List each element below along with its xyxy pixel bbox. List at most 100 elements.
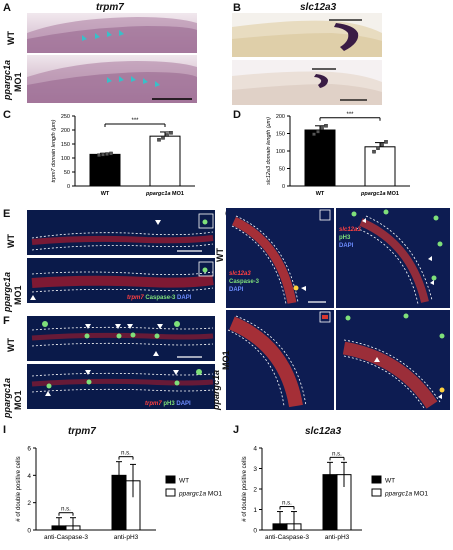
- x-tick-label-suffix: MO1: [172, 191, 184, 197]
- panel-e-wt-image: [27, 210, 215, 255]
- y-tick-label: 50: [64, 170, 70, 176]
- wt-embryo-trpm7: [27, 17, 197, 53]
- panel-label-b: B: [233, 2, 241, 14]
- y-tick-label: 50: [279, 167, 285, 173]
- y-tick-label: 2: [253, 487, 257, 494]
- data-point: [312, 132, 316, 136]
- e-wt-tubule: [31, 213, 214, 252]
- h-legend-stain1: slc12a3: [339, 227, 361, 233]
- panel-e-mo-label-1: ppargc1a: [2, 271, 12, 312]
- g-legend-stain3: DAPI: [229, 287, 244, 293]
- x-group-label: anti-pH3: [325, 534, 350, 541]
- wt-embryo-slc12a3: [232, 19, 382, 57]
- h-legend-stain2: pH3: [339, 235, 351, 241]
- panel-label-j: J: [233, 424, 240, 436]
- g-legend-stain2: Caspase-3: [229, 279, 260, 285]
- panel-a-title: trpm7: [96, 2, 124, 13]
- panel-j-title: slc12a3: [305, 426, 342, 437]
- y-axis-label: # of double positive cells: [242, 456, 248, 521]
- x-tick-label: WT: [316, 191, 325, 197]
- panel-label-d: D: [233, 109, 241, 121]
- bar: [304, 129, 336, 187]
- h-wt-tubule: [351, 209, 443, 305]
- f-legend-stain3: DAPI: [176, 401, 191, 407]
- significance-label: n.s.: [61, 507, 71, 513]
- panel-f-wt-label: WT: [6, 338, 16, 352]
- y-tick-label: 200: [61, 128, 70, 134]
- panel-b-wt-image: [232, 13, 382, 57]
- panel-f-wt-image: [27, 316, 215, 361]
- data-point: [105, 152, 109, 156]
- y-tick-label: 0: [67, 184, 70, 190]
- data-point: [165, 133, 169, 137]
- f-mo-tubule: [31, 369, 214, 396]
- data-point: [157, 138, 161, 142]
- y-tick-label: 4: [27, 473, 31, 480]
- mo-embryo-slc12a3: [232, 68, 382, 105]
- f-legend: trpm7 pH3 DAPI: [145, 401, 191, 407]
- y-tick-label: 100: [276, 149, 285, 155]
- data-point: [320, 126, 324, 130]
- y-tick-label: 0: [27, 528, 31, 535]
- significance-label: n.s.: [332, 451, 342, 457]
- panel-h-wt-image: slc12a3 pH3 DAPI: [336, 208, 450, 308]
- g-mo-tubule: [227, 311, 331, 408]
- legend-label: ppargc1a MO1: [178, 491, 222, 498]
- f-legend-stain2: pH3: [163, 401, 175, 407]
- f-wt-tubule: [31, 321, 214, 358]
- g-wt-tubule: [231, 209, 331, 305]
- data-point: [324, 124, 328, 128]
- legend-label: WT: [385, 478, 395, 485]
- x-tick-label: ppargc1a MO1: [145, 191, 184, 197]
- chart-c: 0 50 100 150 200 250 trpm7 domain length (μm) W…: [51, 114, 195, 197]
- panel-label-i: I: [3, 424, 7, 436]
- e-legend-stain1: trpm7: [127, 295, 144, 301]
- data-point: [380, 142, 384, 147]
- panel-a-mo-label-1: ppargc1a: [2, 59, 12, 100]
- y-tick-label: 150: [276, 132, 285, 138]
- significance-label: n.s.: [121, 451, 131, 457]
- x-tick-label-gene: ppargc1a: [360, 191, 387, 197]
- significance-label: ***: [346, 112, 354, 118]
- bar: [89, 153, 121, 187]
- y-axis-label: trpm7 domain length (μm): [51, 119, 57, 182]
- legend-swatch: [165, 475, 176, 484]
- legend-label-gene: ppargc1a: [178, 491, 208, 498]
- chart-i: 0 2 4 6 # of double positive cells n.s. anti-C…: [16, 446, 222, 542]
- legend-swatch: [371, 488, 382, 497]
- bar: [149, 135, 181, 187]
- bar: [364, 146, 396, 187]
- y-tick-label: 3: [253, 466, 257, 473]
- g-legend: slc12a3 Caspase-3 DAPI: [229, 270, 259, 294]
- legend-label-suffix: MO1: [208, 491, 222, 498]
- x-tick-label-suffix: MO1: [387, 191, 399, 197]
- e-legend-stain3: DAPI: [177, 295, 192, 301]
- significance-label: ***: [131, 118, 139, 124]
- x-tick-label: WT: [101, 191, 110, 197]
- x-group-label: anti-Caspase-3: [265, 534, 309, 541]
- chart-j: 0 1 2 3 4 # of double positive cells n.s. anti-…: [242, 446, 428, 542]
- panel-label-e: E: [3, 208, 11, 220]
- legend-label-suffix: MO1: [414, 491, 428, 498]
- legend-label: ppargc1a MO1: [384, 491, 428, 498]
- y-tick-label: 250: [61, 114, 70, 120]
- h-mo-tubule: [342, 313, 445, 409]
- panel-a-wt-image: [27, 13, 197, 53]
- panel-label-c: C: [3, 109, 11, 121]
- panel-a-mo-image: [27, 55, 197, 103]
- panel-g-mo-image: [226, 310, 334, 410]
- y-axis-label: slc12a3 domain length (μm): [266, 117, 272, 185]
- panel-e-mo-image: trpm7 Caspase-3 DAPI: [27, 258, 215, 303]
- y-tick-label: 200: [276, 114, 285, 120]
- mo-embryo-trpm7: [27, 61, 197, 103]
- data-point: [372, 149, 376, 154]
- legend-swatch: [165, 488, 176, 497]
- panel-g-mo-label-1: ppargc1a: [211, 369, 221, 410]
- y-tick-label: 0: [253, 528, 257, 535]
- panel-f-mo-label-2: MO1: [13, 390, 23, 410]
- panel-b-mo-image: [232, 60, 382, 105]
- y-tick-label: 100: [61, 156, 70, 162]
- panel-g-wt-image: slc12a3 Caspase-3 DAPI: [226, 208, 334, 308]
- data-point: [109, 151, 113, 156]
- h-legend-stain3: DAPI: [339, 243, 354, 249]
